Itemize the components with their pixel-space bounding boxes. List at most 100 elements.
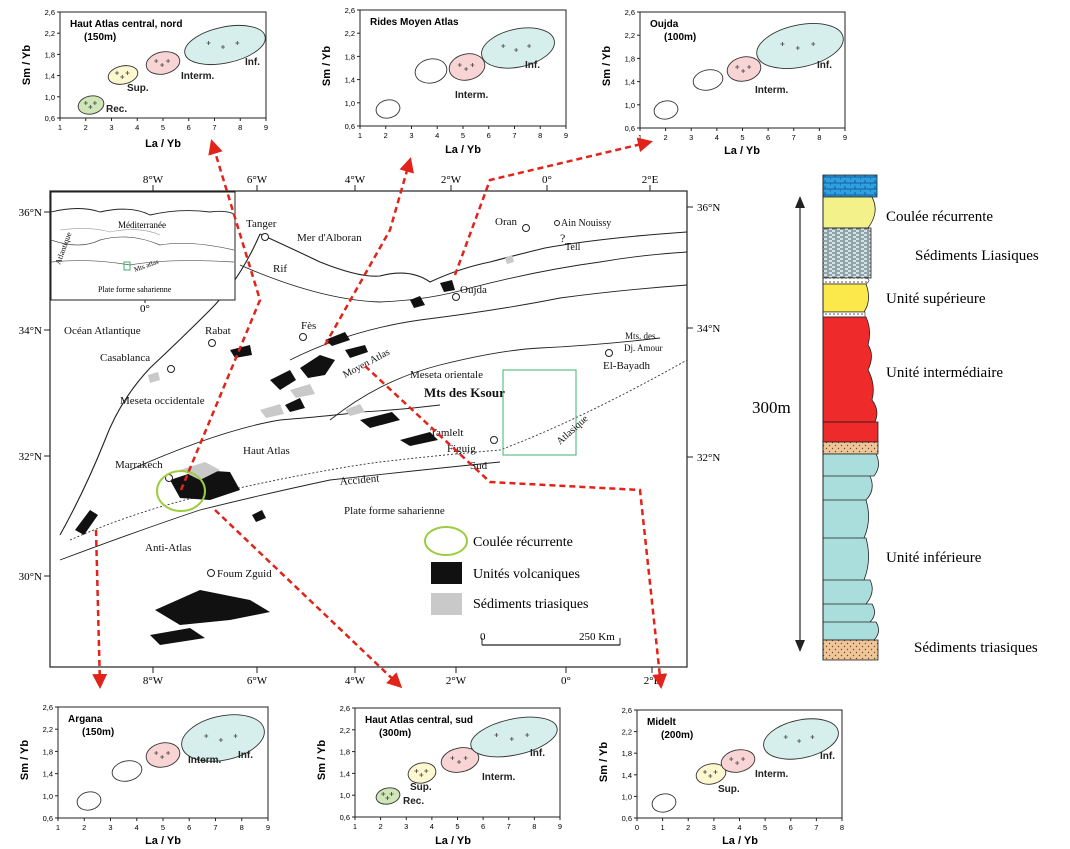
label-marrakech: Marrakech <box>115 459 163 471</box>
data-point <box>424 769 429 773</box>
col-intermediate-base <box>822 421 879 443</box>
field-ellipse-interm <box>440 747 480 773</box>
lon-bottom-label: 8°W <box>143 675 164 687</box>
col-intermediate-unit <box>822 316 878 423</box>
y-tick-label: 1,4 <box>340 769 350 778</box>
lon-top-label: 0° <box>542 174 552 186</box>
plot-title: Argana <box>68 714 103 725</box>
plot-subtitle: (150m) <box>82 727 114 738</box>
field-ellipse-inf <box>181 714 265 762</box>
plot-subtitle: (150m) <box>84 32 116 43</box>
field-label-interm: Interm. <box>482 772 516 783</box>
data-point <box>125 71 130 75</box>
label-question: ? <box>560 231 565 245</box>
x-tick-label: 2 <box>379 822 383 831</box>
label-dj-amour: Dj. Amour <box>624 343 663 353</box>
y-axis-label: Sm / Yb <box>601 46 613 86</box>
map-panel: 8°W 6°W 4°W 2°W 0° 2°E 8°W 6°W 4°W 2°W 0… <box>19 174 721 687</box>
field-ellipse-sup <box>695 763 727 785</box>
thickness-label: 300m <box>752 398 791 417</box>
col-label-inferieure: Unité inférieure <box>886 550 982 566</box>
ree-plot: Midelt (200m) Sup. Interm. Inf. 0,6 1,0 1,4 1,8 2… <box>598 706 844 847</box>
y-tick-label: 2,2 <box>45 29 55 38</box>
label-tell: Tell <box>565 242 581 253</box>
x-tick-label: 6 <box>789 823 793 832</box>
y-tick-label: 1,0 <box>45 93 55 102</box>
y-tick-label: 0,6 <box>340 813 350 822</box>
lon-top-label: 8°W <box>143 174 164 186</box>
label-el-bayadh: El-Bayadh <box>603 360 651 372</box>
lon-top-label: 2°W <box>441 174 462 186</box>
legend-recurrent-label: Coulée récurrente <box>473 535 573 550</box>
x-tick-label: 1 <box>56 823 60 832</box>
data-point <box>204 734 209 738</box>
plot-title: Haut Atlas central, nord <box>70 19 182 30</box>
legend-volcanic-label: Unités volcaniques <box>473 567 580 582</box>
field-ellipse-interm <box>145 51 181 75</box>
data-point <box>88 105 93 109</box>
x-tick-label: 2 <box>82 823 86 832</box>
town-markers <box>165 220 613 577</box>
y-axis-label: Sm / Yb <box>598 742 610 782</box>
y-tick-label: 1,0 <box>625 101 635 110</box>
x-tick-label: 9 <box>266 823 270 832</box>
data-point <box>83 101 88 105</box>
data-point <box>115 71 119 75</box>
field-ellipse-rec <box>651 793 677 813</box>
x-tick-label: 6 <box>481 822 485 831</box>
coastline <box>259 231 688 283</box>
col-label-triasiques: Sédiments triasiques <box>914 640 1038 656</box>
field-label-inf: Inf. <box>817 60 832 71</box>
data-point <box>389 792 394 796</box>
x-tick-label: 8 <box>240 823 244 832</box>
x-tick-label: 6 <box>187 823 191 832</box>
x-tick-label: 1 <box>358 131 362 140</box>
anti-atlas-boundary <box>59 461 501 561</box>
arrow-to-argana <box>92 529 108 689</box>
label-anti-atlas: Anti-Atlas <box>145 542 191 554</box>
y-tick-label: 1,0 <box>345 99 355 108</box>
label-tamlelt: Tamlelt <box>430 427 463 439</box>
field-label-rec: Rec. <box>403 796 424 807</box>
data-point <box>501 44 506 48</box>
data-point <box>92 101 97 105</box>
y-tick-label: 1,4 <box>45 72 55 81</box>
data-point <box>464 67 469 71</box>
x-tick-label: 8 <box>532 822 536 831</box>
col-thin-layer <box>822 277 870 285</box>
rif-boundary <box>239 251 688 303</box>
y-tick-label: 2,2 <box>622 728 632 737</box>
data-point <box>233 734 238 738</box>
col-label-superieure: Unité supérieure <box>886 291 986 307</box>
data-point <box>470 63 475 67</box>
x-tick-label: 1 <box>661 823 665 832</box>
x-tick-label: 4 <box>430 822 434 831</box>
label-meseta-occidentale: Meseta occidentale <box>120 395 205 407</box>
col-label-intermediaire: Unité intermédiaire <box>886 365 1003 381</box>
data-point <box>457 760 462 764</box>
y-tick-label: 1,0 <box>43 792 53 801</box>
field-ellipse-inf <box>756 23 844 69</box>
volcanic-units <box>75 280 455 645</box>
ree-plot: Haut Atlas central, nord (150m) Rec.Sup. In… <box>21 8 268 150</box>
y-tick-label: 1,8 <box>345 52 355 61</box>
connector-arrows <box>92 137 668 689</box>
arrow-to-oujda <box>453 137 653 276</box>
mts-ksour-frame <box>502 369 577 456</box>
data-point <box>154 59 159 63</box>
col-lias-sediments <box>822 227 872 279</box>
lon-bottom-ticks: 8°W 6°W 4°W 2°W 0° 2°E <box>143 667 661 687</box>
ree-plot: Oujda (100m) Interm. Inf. 0,6 1,0 1,4 1,8 2,2 2,6… <box>601 8 847 157</box>
field-label-sup: Sup. <box>410 782 432 793</box>
plot-title: Haut Atlas central, sud <box>365 715 473 726</box>
x-tick-label: 5 <box>161 823 165 832</box>
label-rabat: Rabat <box>205 325 231 337</box>
label-oujda: Oujda <box>460 284 487 296</box>
y-tick-label: 0,6 <box>45 114 55 123</box>
high-atlas-boundary-n <box>129 404 441 471</box>
y-tick-label: 2,6 <box>45 8 55 17</box>
field-label-interm: Interm. <box>455 90 489 101</box>
x-tick-label: 9 <box>558 822 562 831</box>
label-meseta-orientale: Meseta orientale <box>410 369 483 381</box>
